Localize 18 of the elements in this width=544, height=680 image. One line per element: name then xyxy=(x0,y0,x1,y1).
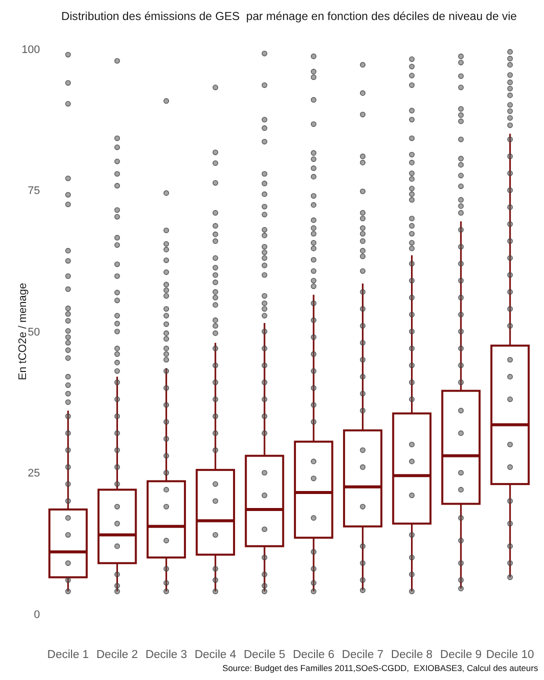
x-tick-label: Decile 7 xyxy=(342,649,384,661)
x-tick-label: Decile 4 xyxy=(194,649,237,661)
source-note: Source: Budget des Familles 2011,SOeS-CGDD, EXIOBASE3, Calcul des auteurs xyxy=(222,663,538,673)
x-tick-label: Decile 6 xyxy=(292,649,334,661)
y-tick-label: 75 xyxy=(28,185,40,198)
x-tick-label: Decile 5 xyxy=(244,649,286,661)
y-tick-label: 25 xyxy=(28,468,40,480)
y-axis-title: En tCO2e / menage xyxy=(17,282,29,380)
y-tick-label: 100 xyxy=(22,44,40,56)
y-tick-label: 0 xyxy=(34,608,40,621)
y-tick-label: 50 xyxy=(28,326,40,338)
x-tick-label: Decile 8 xyxy=(391,649,433,661)
x-tick-label: Decile 2 xyxy=(96,649,138,661)
x-tick-label: Decile 1 xyxy=(47,649,89,661)
x-tick-label: Decile 9 xyxy=(440,649,482,661)
x-tick-label: Decile 3 xyxy=(145,649,188,661)
chart-title: Distribution des émissions de GES par ménage en fonction des déciles de niveau de vie xyxy=(61,10,517,23)
x-tick-label: Decile 10 xyxy=(486,649,534,661)
